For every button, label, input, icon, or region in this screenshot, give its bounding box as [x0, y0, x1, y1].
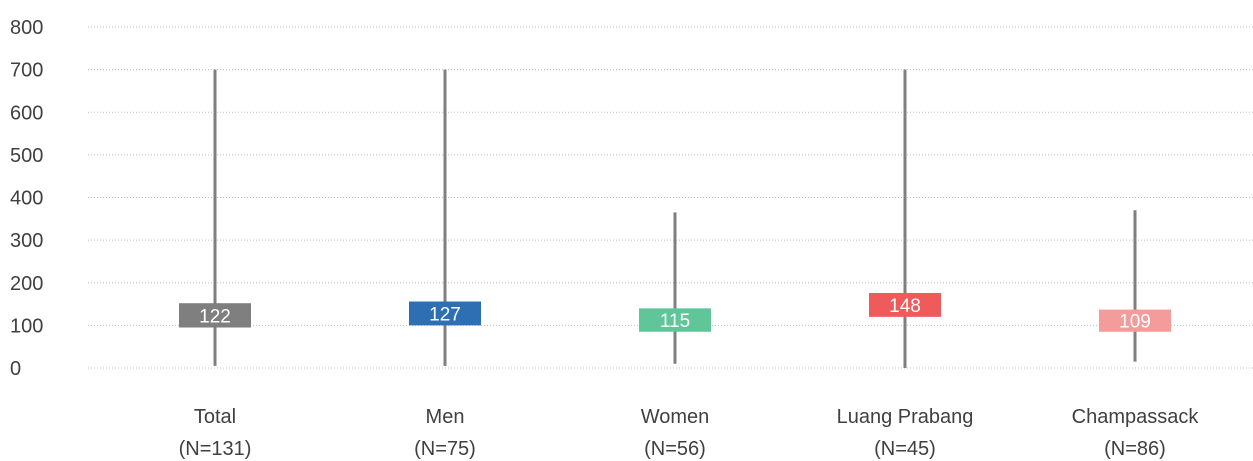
- x-category-label: Women: [641, 406, 710, 428]
- x-category-label: Men: [426, 406, 465, 428]
- x-category-n-label: (N=86): [1104, 438, 1166, 460]
- box-women: 115: [639, 212, 711, 364]
- y-tick-label-0: 0: [10, 358, 21, 380]
- box-value-label: 122: [199, 306, 231, 327]
- box-value-label: 115: [660, 311, 690, 332]
- y-tick-label-100: 100: [10, 315, 43, 337]
- box-rect: [1099, 309, 1171, 332]
- x-category-label: Total: [194, 406, 236, 428]
- x-category-label: Luang Prabang: [837, 406, 974, 428]
- y-tick-label-200: 200: [10, 273, 43, 295]
- x-axis-category-labels: Total (N=131) Men (N=75) Women (N=56) Luang Pr…: [179, 406, 1200, 460]
- box-luang-prabang: 148: [869, 69, 941, 368]
- box-total: 122: [179, 69, 251, 366]
- y-tick-label-400: 400: [10, 188, 43, 210]
- x-category-n-label: (N=45): [874, 438, 936, 460]
- y-tick-label-800: 800: [10, 17, 43, 39]
- box-rect: [869, 292, 941, 317]
- box-men: 127: [409, 69, 481, 366]
- box-value-label: 148: [889, 296, 921, 317]
- y-tick-label-700: 700: [10, 60, 43, 82]
- x-category-n-label: (N=75): [414, 438, 476, 460]
- y-tick-label-300: 300: [10, 230, 43, 252]
- y-tick-label-500: 500: [10, 145, 43, 167]
- y-axis-tick-labels: 0 100 200 300 400 500 600 700 800: [10, 17, 43, 380]
- box-rect: [179, 303, 251, 328]
- box-rect: [639, 308, 711, 332]
- y-tick-label-600: 600: [10, 102, 43, 124]
- box-value-label: 109: [1119, 312, 1151, 333]
- x-category-label: Champassack: [1072, 406, 1200, 428]
- box-rect: [409, 301, 481, 326]
- x-category-n-label: (N=56): [644, 438, 706, 460]
- box-value-label: 127: [429, 304, 461, 325]
- x-category-n-label: (N=131): [179, 438, 252, 460]
- box-champassack: 109: [1099, 210, 1171, 362]
- box-plot-series: 122 127 115 148 109: [179, 69, 1171, 368]
